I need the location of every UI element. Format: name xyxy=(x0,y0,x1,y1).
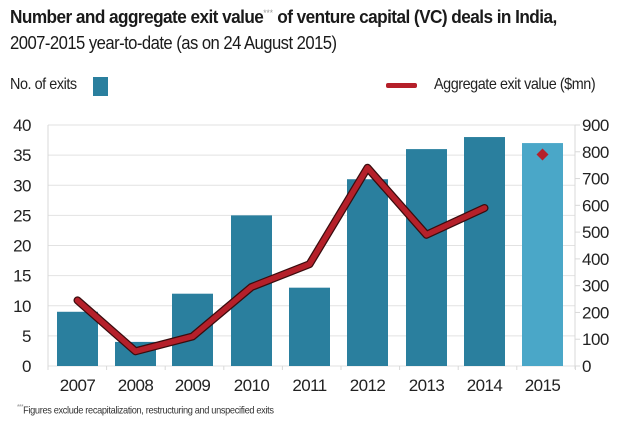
y-right-tick-label: 700 xyxy=(582,170,609,189)
legend-bars-swatch xyxy=(93,77,108,96)
x-tick-label: 2008 xyxy=(118,376,154,395)
x-tick-label: 2014 xyxy=(467,376,503,395)
y-right-tick-label: 400 xyxy=(582,250,609,269)
x-tick-label: 2011 xyxy=(292,376,326,395)
bar-2011 xyxy=(289,287,330,366)
footnote-marker: *** xyxy=(17,404,24,411)
y-right-tick-label: 100 xyxy=(582,330,609,349)
y-right-tick-label: 600 xyxy=(582,196,609,215)
bar-2015 xyxy=(522,143,563,366)
title-main: Number and aggregate exit value xyxy=(10,6,264,27)
y-right-tick-label: 300 xyxy=(582,277,609,296)
line-series-aggregate-exit-value xyxy=(74,165,488,355)
legend-line-swatch xyxy=(386,83,417,88)
legend-bars-label: No. of exits xyxy=(10,76,77,93)
bar-2009 xyxy=(172,293,213,366)
y-left-tick-label: 10 xyxy=(13,297,31,316)
y-left-tick-label: 25 xyxy=(13,206,31,225)
y-left-tick-label: 40 xyxy=(13,116,31,135)
y-left-tick-label: 0 xyxy=(22,357,31,376)
x-tick-label: 2010 xyxy=(234,376,270,395)
y-left-tick-label: 5 xyxy=(22,327,31,346)
bar-2007 xyxy=(57,311,98,366)
y-right-tick-label: 200 xyxy=(582,303,609,322)
legend-line-label: Aggregate exit value ($mn) xyxy=(434,76,596,93)
x-tick-label: 2007 xyxy=(60,376,96,395)
chart-title: Number and aggregate exit value*** of ve… xyxy=(10,6,557,28)
footnote-text: Figures exclude recapitalization, restru… xyxy=(23,404,274,417)
marker-2015-ytd-value xyxy=(536,148,549,161)
bar-2013 xyxy=(406,149,447,366)
y-left-tick-label: 15 xyxy=(13,267,31,286)
title-rest: of venture capital (VC) deals in India, xyxy=(273,6,557,27)
y-left-tick-label: 30 xyxy=(13,176,31,195)
chart-subtitle: 2007-2015 year-to-date (as on 24 August … xyxy=(10,32,337,53)
x-tick-label: 2013 xyxy=(409,376,445,395)
y-left-tick-label: 20 xyxy=(13,237,31,256)
y-left-tick-label: 35 xyxy=(13,146,31,165)
y-right-tick-label: 900 xyxy=(582,116,609,135)
bar-2014 xyxy=(464,137,505,366)
title-footnote-marker: *** xyxy=(263,7,274,18)
x-tick-label: 2012 xyxy=(350,376,386,395)
x-tick-label: 2009 xyxy=(175,376,211,395)
y-right-tick-label: 0 xyxy=(582,357,591,376)
y-right-tick-label: 800 xyxy=(582,143,609,162)
x-tick-label: 2015 xyxy=(525,376,561,395)
footnote: ***Figures exclude recapitalization, res… xyxy=(17,404,274,417)
y-right-tick-label: 500 xyxy=(582,223,609,242)
bar-2012 xyxy=(347,179,388,366)
